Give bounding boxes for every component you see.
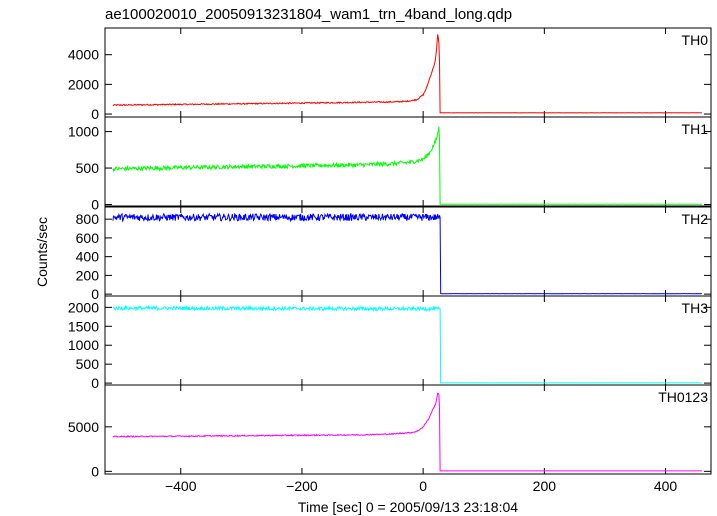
panel-frame [104, 206, 712, 297]
y-tick-label: 4000 [68, 47, 99, 63]
panel-th0: 0 2000 4000 TH0 [68, 27, 712, 122]
panel-frame [104, 116, 712, 207]
y-tick-label: 2000 [68, 76, 99, 92]
x-tick-label: −200 [286, 478, 318, 494]
x-axis-group: −400 −200 0 200 400 [165, 478, 677, 494]
series-line-th2 [112, 212, 702, 295]
series-line-th3 [112, 304, 702, 384]
y-tick-label: 0 [91, 106, 99, 122]
y-tick-label: 0 [91, 197, 99, 213]
series-line-th0123 [112, 392, 702, 472]
panel-th3: 0 500 1000 1500 2000 TH3 [68, 295, 712, 391]
series-label: TH2 [682, 211, 709, 227]
series-label: TH1 [682, 121, 709, 137]
panel-th1: 0 500 1000 TH1 [68, 116, 712, 213]
series-line-th0 [112, 34, 702, 114]
y-tick-label: 600 [76, 230, 100, 246]
panel-frame [104, 27, 712, 118]
x-axis-label: Time [sec] 0 = 2005/09/13 23:18:04 [298, 499, 518, 515]
chart-title: ae100020010_20050913231804_wam1_trn_4ban… [105, 6, 512, 23]
panel-th2: 0 200 400 600 800 TH2 [76, 206, 712, 302]
y-tick-label: 2000 [68, 299, 99, 315]
x-tick-label: −400 [165, 478, 197, 494]
series-line-th1 [112, 126, 702, 205]
series-label: TH0123 [658, 389, 708, 405]
y-tick-label: 1000 [68, 124, 99, 140]
panel-frame [104, 384, 712, 475]
y-tick-label: 1500 [68, 318, 99, 334]
y-tick-label: 0 [91, 286, 99, 302]
x-tick-label: 400 [654, 478, 678, 494]
panel-th0123: 0 5000 TH0123 [68, 384, 712, 479]
x-tick-label: 200 [533, 478, 557, 494]
y-tick-label: 200 [76, 267, 100, 283]
y-axis-label: Counts/sec [34, 217, 50, 287]
y-tick-label: 5000 [68, 419, 99, 435]
y-tick-label: 0 [91, 463, 99, 479]
y-tick-label: 400 [76, 249, 100, 265]
series-label: TH3 [682, 300, 709, 316]
y-tick-label: 500 [76, 356, 100, 372]
y-tick-label: 500 [76, 160, 100, 176]
y-tick-label: 800 [76, 211, 100, 227]
y-tick-label: 0 [91, 375, 99, 391]
y-tick-label: 1000 [68, 337, 99, 353]
x-tick-label: 0 [419, 478, 427, 494]
series-label: TH0 [682, 32, 709, 48]
